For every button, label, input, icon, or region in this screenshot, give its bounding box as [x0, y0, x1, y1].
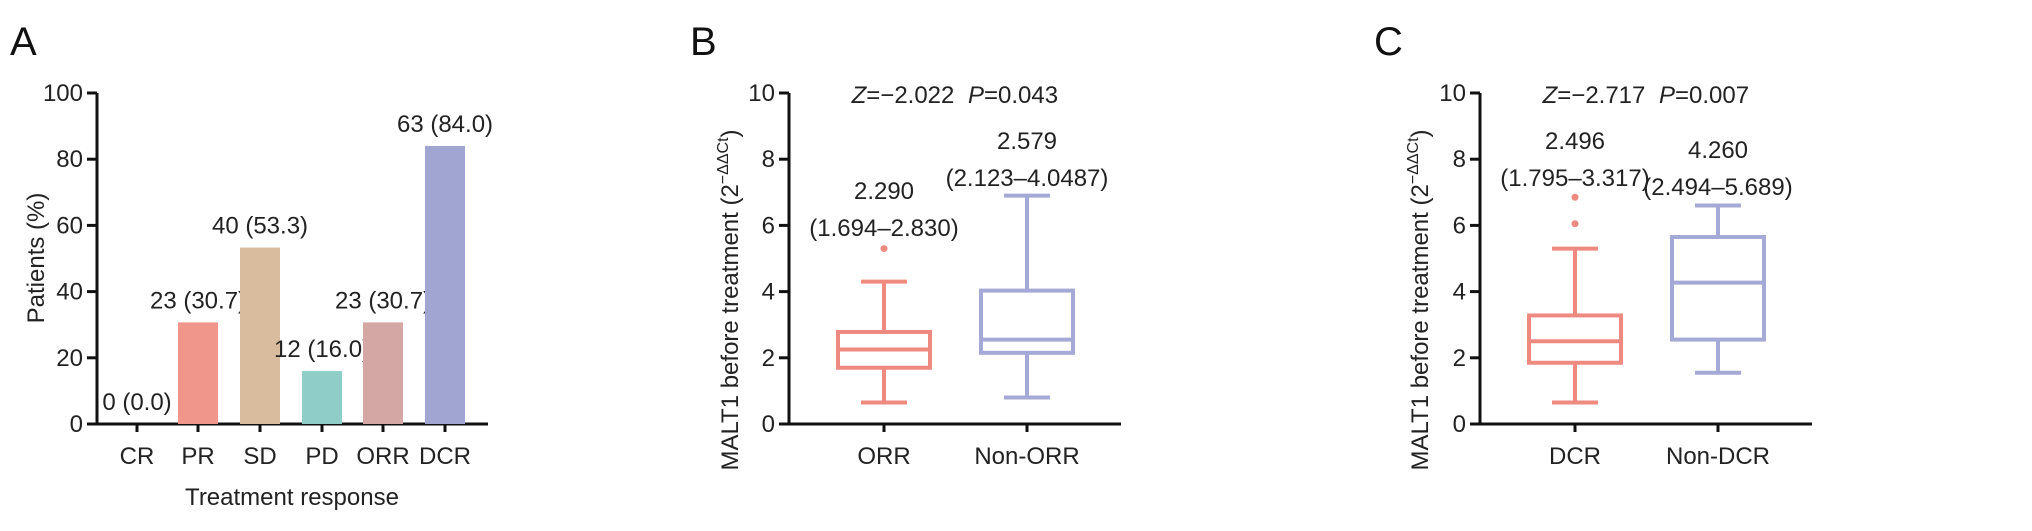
data-label: 12 (16.0)	[274, 336, 370, 363]
panel-label: C	[1374, 20, 1403, 64]
p-value: P=0.043	[968, 82, 1058, 109]
y-tick-label: 2	[1453, 345, 1466, 372]
bar-pd	[302, 371, 342, 424]
bar-dcr	[425, 145, 465, 424]
y-axis-title: MALT1 before treatment (2−ΔΔCt)	[715, 129, 744, 470]
x-tick-label: SD	[243, 443, 276, 470]
box-non-dcr	[1670, 203, 1766, 375]
median-label: 2.496	[1545, 128, 1605, 155]
y-axis-title-main: MALT1 before treatment (2	[1407, 184, 1434, 470]
z-statistic: Z=−2.717	[1542, 82, 1646, 109]
y-axis-title: Patients (%)	[23, 193, 50, 324]
data-label: 63 (84.0)	[397, 111, 493, 138]
median-label: 2.290	[854, 178, 914, 205]
x-tick-label: Non-DCR	[1666, 443, 1770, 470]
iqr-label: (2.123–4.0487)	[946, 165, 1109, 192]
y-tick-label: 4	[1453, 279, 1466, 306]
x-tick-label: Non-ORR	[974, 443, 1079, 470]
data-label: 40 (53.3)	[212, 213, 308, 240]
y-axis-title-superscript: −ΔΔCt	[715, 137, 732, 184]
iqr-box	[1527, 313, 1623, 365]
y-tick-label: 8	[1453, 146, 1466, 173]
iqr-label: (1.795–3.317)	[1500, 165, 1649, 192]
y-tick-label: 40	[56, 279, 83, 306]
x-axis-title: Treatment response	[185, 484, 399, 511]
x-tick-label: DCR	[419, 443, 471, 470]
median-label: 2.579	[997, 128, 1057, 155]
data-label: 0 (0.0)	[102, 389, 171, 416]
y-axis-title-superscript: −ΔΔCt	[1405, 137, 1422, 184]
y-tick-label: 8	[762, 146, 775, 173]
x-tick-label: DCR	[1549, 443, 1601, 470]
y-tick-label: 6	[762, 212, 775, 239]
panel-label: A	[10, 20, 37, 64]
bar-sd	[240, 247, 280, 424]
y-tick-label: 0	[1453, 411, 1466, 438]
iqr-box	[1670, 234, 1766, 342]
iqr-label: (2.494–5.689)	[1643, 174, 1792, 201]
data-label: 23 (30.7)	[150, 287, 246, 314]
y-tick-label: 60	[56, 212, 83, 239]
x-tick-label: CR	[120, 443, 155, 470]
iqr-box	[979, 288, 1075, 355]
y-tick-label: 10	[1439, 80, 1466, 107]
median-label: 4.260	[1688, 137, 1748, 164]
panel-a: A 0 20 40 60 80 100 Patients (%) CR 0 (0.0) PR 23 (…	[10, 20, 493, 511]
outlier-point	[880, 245, 888, 253]
x-tick-label: PD	[305, 443, 338, 470]
y-axis-title-main: MALT1 before treatment (2	[717, 184, 744, 470]
y-tick-label: 20	[56, 345, 83, 372]
outlier-point	[1571, 220, 1579, 228]
y-tick-label: 80	[56, 146, 83, 173]
iqr-label: (1.694–2.830)	[809, 215, 958, 242]
y-tick-label: 6	[1453, 212, 1466, 239]
p-value: P=0.007	[1659, 82, 1749, 109]
y-tick-label: 4	[762, 279, 775, 306]
data-label: 23 (30.7)	[335, 287, 431, 314]
x-tick-label: PR	[181, 443, 214, 470]
bar-pr	[178, 322, 218, 424]
panel-label: B	[690, 20, 717, 64]
y-tick-label: 0	[70, 411, 83, 438]
y-tick-label: 2	[762, 345, 775, 372]
y-axis-title: MALT1 before treatment (2−ΔΔCt)	[1405, 129, 1434, 470]
y-tick-label: 100	[43, 80, 83, 107]
y-tick-label: 0	[762, 411, 775, 438]
y-axis-title-close: )	[717, 129, 744, 137]
y-axis-title-close: )	[1407, 129, 1434, 137]
z-statistic: Z=−2.022	[851, 82, 955, 109]
outlier-point	[1571, 193, 1579, 201]
x-tick-label: ORR	[356, 443, 409, 470]
box-dcr	[1527, 193, 1623, 405]
box-orr	[836, 245, 932, 405]
y-tick-label: 10	[748, 80, 775, 107]
bar-orr	[363, 322, 403, 424]
box-non-orr	[979, 193, 1075, 400]
x-tick-label: ORR	[857, 443, 910, 470]
